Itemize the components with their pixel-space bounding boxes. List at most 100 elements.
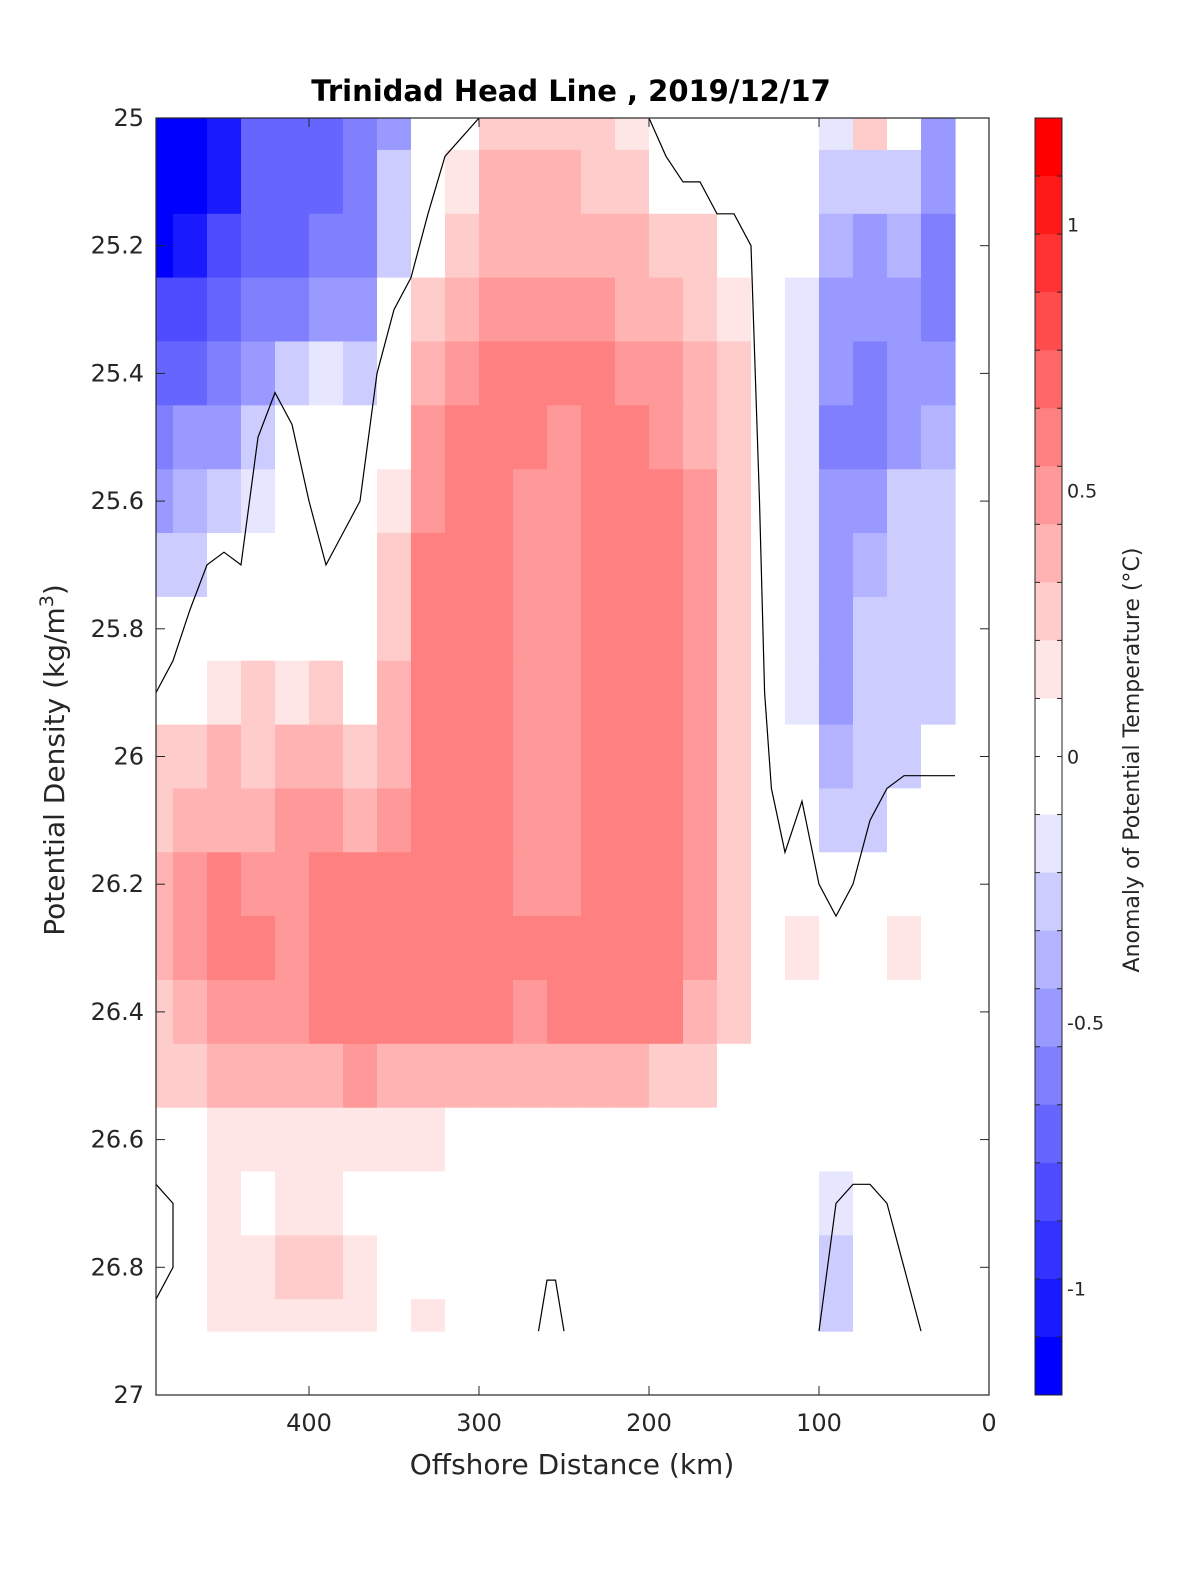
heatmap-cell bbox=[683, 1171, 718, 1236]
heatmap-cell bbox=[751, 469, 786, 534]
heatmap-cell bbox=[615, 213, 650, 279]
heatmap-cell bbox=[411, 118, 446, 151]
heatmap-cell bbox=[785, 980, 820, 1045]
heatmap-cell bbox=[513, 533, 548, 598]
heatmap-cell bbox=[445, 341, 480, 406]
heatmap-cell bbox=[173, 469, 208, 534]
heatmap-cell bbox=[275, 788, 310, 853]
heatmap-cell bbox=[343, 596, 378, 662]
heatmap-cell bbox=[785, 149, 820, 215]
colorbar-band bbox=[1035, 466, 1062, 525]
heatmap-cell bbox=[853, 1107, 888, 1173]
heatmap-cell bbox=[513, 277, 548, 343]
heatmap-cell bbox=[241, 1299, 276, 1332]
colorbar-tick-label: -0.5 bbox=[1067, 1013, 1104, 1035]
heatmap-cell bbox=[946, 1299, 956, 1332]
heatmap-cell bbox=[479, 149, 514, 215]
heatmap-cell bbox=[717, 118, 752, 151]
heatmap-cell bbox=[275, 916, 310, 981]
heatmap-cell bbox=[275, 1299, 310, 1332]
heatmap-cell bbox=[343, 1171, 378, 1236]
heatmap-cell bbox=[513, 596, 548, 662]
heatmap-cell bbox=[275, 980, 310, 1045]
heatmap-cell bbox=[377, 596, 412, 662]
heatmap-cell bbox=[615, 1171, 650, 1236]
heatmap-cell bbox=[241, 1235, 276, 1300]
heatmap-cell bbox=[921, 1171, 948, 1236]
heatmap-cell bbox=[173, 213, 208, 279]
colorbar-band bbox=[1035, 524, 1062, 583]
colorbar-band bbox=[1035, 1162, 1062, 1222]
heatmap-cell bbox=[343, 118, 378, 151]
heatmap-cell bbox=[156, 916, 174, 981]
heatmap-cell bbox=[479, 1107, 514, 1173]
heatmap-cell bbox=[207, 277, 242, 343]
heatmap-cell bbox=[615, 149, 650, 215]
heatmap-cell bbox=[207, 533, 242, 598]
heatmap-cell bbox=[921, 1107, 948, 1173]
heatmap-cell bbox=[173, 660, 208, 726]
colorbar-band bbox=[1035, 176, 1062, 235]
heatmap-cell bbox=[785, 1171, 820, 1236]
colorbar-band bbox=[1035, 234, 1062, 293]
heatmap-cell bbox=[241, 788, 276, 853]
heatmap-cell bbox=[513, 341, 548, 406]
colorbar-band bbox=[1035, 1336, 1062, 1396]
heatmap-cell bbox=[411, 341, 446, 406]
heatmap-cell bbox=[921, 660, 948, 726]
heatmap-cell bbox=[343, 213, 378, 279]
y-axis-label: Potential Density (kg/m3) bbox=[36, 584, 71, 936]
heatmap-cell bbox=[547, 596, 582, 662]
heatmap-cell bbox=[173, 1171, 208, 1236]
heatmap-cell bbox=[683, 660, 718, 726]
heatmap-cell bbox=[785, 118, 820, 151]
y-tick-label: 25.4 bbox=[91, 359, 144, 387]
colorbar-tick-label: 0 bbox=[1067, 747, 1079, 769]
heatmap-cell bbox=[445, 405, 480, 470]
heatmap-cell bbox=[207, 118, 242, 151]
colorbar-band bbox=[1035, 292, 1062, 351]
heatmap-cell bbox=[173, 533, 208, 598]
heatmap-cell bbox=[343, 660, 378, 726]
heatmap-cell bbox=[411, 916, 446, 981]
heatmap-cell bbox=[173, 596, 208, 662]
heatmap-cell bbox=[751, 149, 786, 215]
heatmap-cell bbox=[173, 118, 208, 151]
heatmap-cell bbox=[513, 852, 548, 917]
heatmap-cell bbox=[853, 596, 888, 662]
heatmap-cell bbox=[156, 118, 174, 151]
heatmap-cell bbox=[751, 788, 786, 853]
heatmap-cell bbox=[615, 596, 650, 662]
heatmap-cell bbox=[751, 980, 786, 1045]
heatmap-cell bbox=[819, 596, 854, 662]
heatmap-cell bbox=[547, 788, 582, 853]
heatmap-cell bbox=[946, 980, 956, 1045]
heatmap-cell bbox=[946, 916, 956, 981]
heatmap-cell bbox=[683, 852, 718, 917]
heatmap-cell bbox=[921, 149, 948, 215]
heatmap-cell bbox=[819, 852, 854, 917]
heatmap-cell bbox=[241, 980, 276, 1045]
heatmap-cell bbox=[921, 277, 948, 343]
colorbar-band bbox=[1035, 1220, 1062, 1280]
heatmap-cell bbox=[683, 1107, 718, 1173]
heatmap-cell bbox=[309, 213, 344, 279]
heatmap-cell bbox=[445, 149, 480, 215]
heatmap-cell bbox=[241, 852, 276, 917]
heatmap-cell bbox=[649, 533, 684, 598]
heatmap-cell bbox=[853, 149, 888, 215]
heatmap-cell bbox=[785, 405, 820, 470]
heatmap-cell bbox=[513, 980, 548, 1045]
heatmap-cell bbox=[513, 118, 548, 151]
heatmap-cell bbox=[751, 277, 786, 343]
heatmap-cell bbox=[275, 277, 310, 343]
heatmap-cell bbox=[411, 596, 446, 662]
heatmap-cell bbox=[445, 788, 480, 853]
zero-contour-line bbox=[818, 1183, 922, 1332]
heatmap-cell bbox=[173, 277, 208, 343]
heatmap-cell bbox=[819, 1107, 854, 1173]
heatmap-cell bbox=[207, 405, 242, 470]
heatmap-cell bbox=[156, 1299, 174, 1332]
heatmap-cell bbox=[241, 1107, 276, 1173]
heatmap-cell bbox=[819, 118, 854, 151]
